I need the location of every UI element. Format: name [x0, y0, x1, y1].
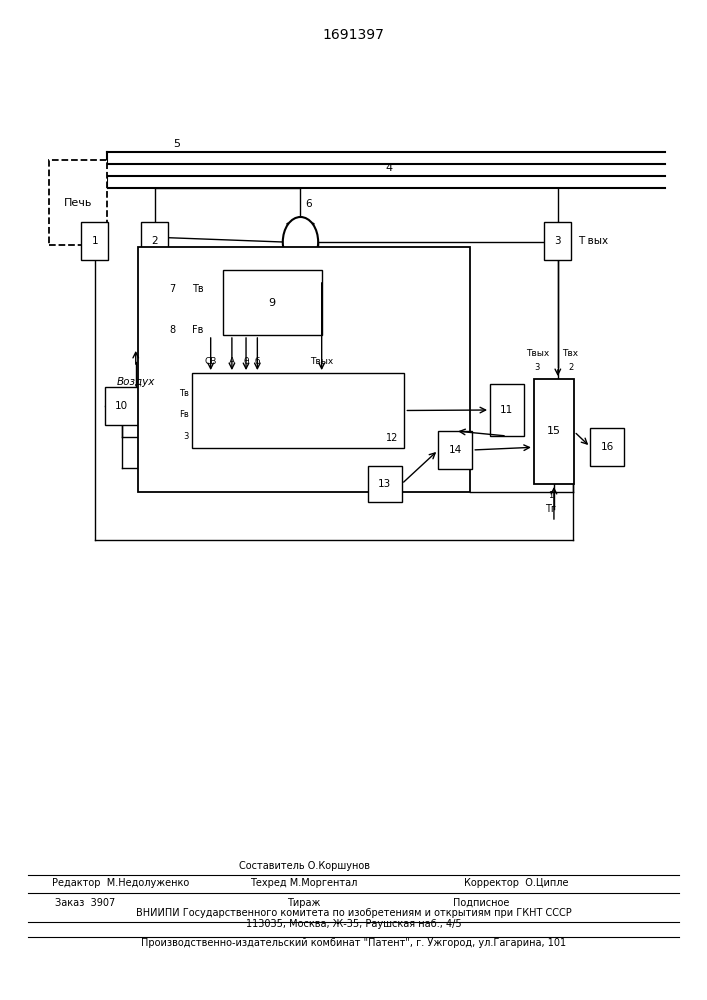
Bar: [534, 379, 574, 484]
Text: Тираж: Тираж: [287, 898, 321, 908]
Text: ВНИИПИ Государственного комитета по изобретениям и открытиям при ГКНТ СССР: ВНИИПИ Государственного комитета по изоб…: [136, 908, 571, 918]
Bar: [138, 247, 470, 492]
Text: Твых: Твых: [310, 357, 333, 365]
Text: 15: 15: [547, 426, 561, 436]
Text: 2: 2: [568, 362, 573, 371]
Text: Твых: Твых: [526, 350, 549, 359]
Text: А: А: [229, 357, 235, 365]
Text: Fв: Fв: [179, 410, 189, 419]
Text: 9: 9: [269, 298, 276, 308]
Text: Составитель О.Коршунов: Составитель О.Коршунов: [238, 861, 370, 871]
Text: Печь: Печь: [64, 198, 93, 208]
Text: Тв: Тв: [179, 389, 189, 398]
Text: 12: 12: [385, 433, 398, 443]
Text: Тв: Тв: [192, 284, 203, 294]
Text: 1: 1: [548, 491, 553, 500]
Text: Редактор  М.Недолуженко: Редактор М.Недолуженко: [52, 878, 189, 888]
Text: Fв: Fв: [192, 325, 203, 335]
Text: 3: 3: [534, 362, 540, 371]
Bar: [159, 314, 186, 346]
Text: 3: 3: [183, 432, 189, 441]
Bar: [159, 273, 186, 305]
Bar: [49, 160, 107, 245]
Bar: [223, 270, 322, 335]
Text: 1: 1: [91, 236, 98, 246]
Text: Т вых: Т вых: [578, 236, 609, 246]
Bar: [438, 431, 472, 469]
Text: 4: 4: [385, 163, 392, 173]
Bar: [590, 428, 624, 466]
Text: 13: 13: [378, 479, 391, 489]
Text: θ: θ: [243, 357, 249, 365]
Text: Воздух: Воздух: [117, 377, 155, 387]
Bar: [192, 373, 404, 448]
Text: 16: 16: [601, 442, 614, 452]
Text: 11: 11: [501, 405, 513, 415]
Text: б: б: [255, 357, 260, 365]
Text: 10: 10: [115, 401, 128, 411]
Bar: [490, 384, 524, 436]
Text: 2: 2: [151, 236, 158, 246]
Text: 6: 6: [305, 199, 312, 209]
Bar: [544, 222, 571, 260]
Text: 14: 14: [449, 445, 462, 455]
Text: СВ: СВ: [204, 357, 217, 365]
Text: 5: 5: [173, 139, 180, 149]
Text: Подписное: Подписное: [452, 898, 509, 908]
Text: Корректор  О.Ципле: Корректор О.Ципле: [464, 878, 568, 888]
Text: 7: 7: [170, 284, 175, 294]
Bar: [105, 387, 139, 425]
Bar: [368, 466, 402, 502]
Text: 3: 3: [554, 236, 561, 246]
Text: Техред М.Моргентал: Техред М.Моргентал: [250, 878, 358, 888]
Text: Тг: Тг: [545, 504, 556, 514]
Circle shape: [283, 217, 318, 267]
Text: Заказ  3907: Заказ 3907: [54, 898, 115, 908]
Bar: [81, 222, 108, 260]
Bar: [141, 222, 168, 260]
Text: 113035, Москва, Ж-35, Раушская наб., 4/5: 113035, Москва, Ж-35, Раушская наб., 4/5: [246, 919, 461, 929]
Text: Производственно-издательский комбинат "Патент", г. Ужгород, ул.Гагарина, 101: Производственно-издательский комбинат "П…: [141, 938, 566, 948]
Text: 8: 8: [170, 325, 175, 335]
Text: 1691397: 1691397: [322, 28, 385, 42]
Text: Твх: Твх: [563, 350, 578, 359]
